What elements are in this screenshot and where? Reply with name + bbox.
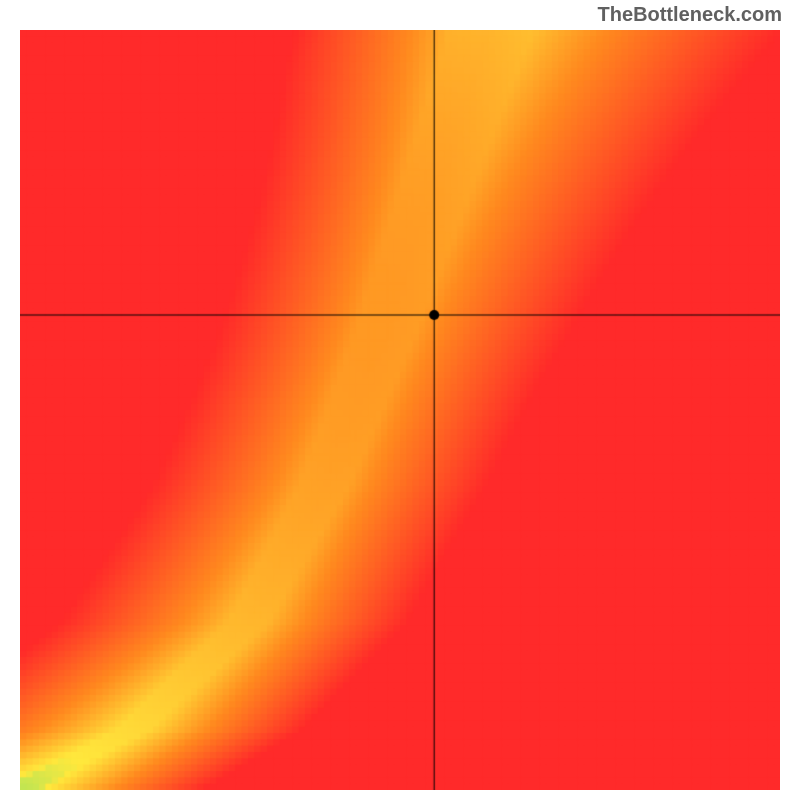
- plot-area: [20, 30, 780, 790]
- heatmap-canvas: [20, 30, 780, 790]
- attribution-text: TheBottleneck.com: [598, 4, 782, 27]
- chart-container: TheBottleneck.com: [0, 0, 800, 800]
